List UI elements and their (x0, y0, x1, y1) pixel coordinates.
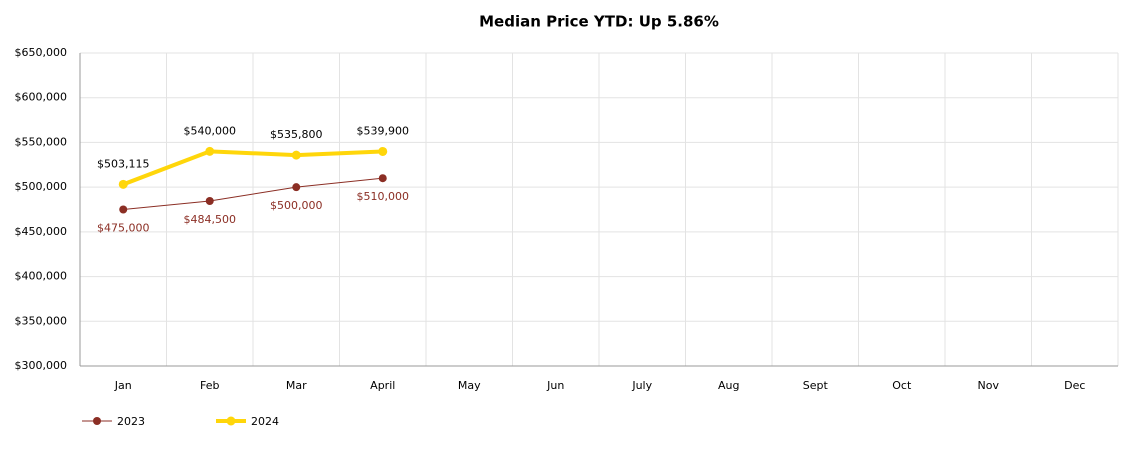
x-tick-label: Jun (546, 379, 564, 392)
data-label: $475,000 (97, 222, 150, 235)
y-tick-label: $300,000 (15, 359, 68, 372)
data-point (119, 205, 128, 214)
series-line (123, 177, 383, 210)
x-tick-label: Nov (978, 379, 1000, 392)
legend-marker (93, 417, 101, 425)
data-label: $484,500 (184, 213, 237, 226)
legend-marker (226, 416, 236, 426)
legend-label: 2024 (251, 415, 279, 428)
x-tick-label: May (458, 379, 481, 392)
legend-label: 2023 (117, 415, 145, 428)
y-tick-label: $550,000 (15, 135, 68, 148)
data-point (378, 174, 387, 183)
x-tick-label: July (631, 379, 652, 392)
x-tick-label: Dec (1064, 379, 1085, 392)
data-label: $500,000 (270, 199, 323, 212)
data-label: $539,900 (357, 124, 410, 137)
x-tick-label: Mar (286, 379, 307, 392)
data-point (205, 197, 214, 206)
y-tick-label: $600,000 (15, 91, 68, 104)
chart-title: Median Price YTD: Up 5.86% (479, 13, 719, 31)
data-label: $503,115 (97, 157, 150, 170)
y-tick-label: $350,000 (15, 314, 68, 327)
data-point (292, 183, 301, 192)
y-tick-label: $400,000 (15, 270, 68, 283)
x-tick-label: Aug (718, 379, 739, 392)
x-tick-label: Sept (803, 379, 829, 392)
y-tick-label: $450,000 (15, 225, 68, 238)
series-line (122, 149, 383, 187)
x-tick-label: Feb (200, 379, 219, 392)
data-point (205, 146, 215, 156)
x-tick-label: Oct (892, 379, 912, 392)
data-label: $510,000 (357, 190, 410, 203)
data-point (291, 150, 301, 160)
x-tick-label: Jan (114, 379, 132, 392)
y-tick-label: $650,000 (15, 46, 68, 59)
data-label: $535,800 (270, 128, 323, 141)
data-point (378, 146, 388, 156)
y-tick-label: $500,000 (15, 180, 68, 193)
x-tick-label: April (370, 379, 395, 392)
data-label: $540,000 (184, 124, 237, 137)
data-point (118, 179, 128, 189)
